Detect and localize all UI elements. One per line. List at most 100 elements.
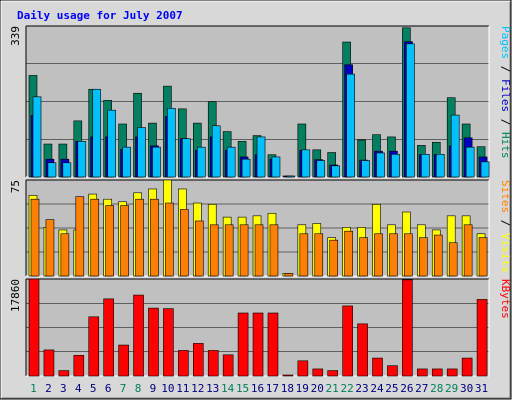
ymax-label-visits: 75 [9,180,22,193]
day-label-27: 27 [415,382,428,395]
visits-bar-sites-day-7 [120,205,129,277]
kbytes-bar-kbytes-day-18 [282,374,294,377]
visits-bar-sites-day-1 [30,198,40,277]
visits-bar-sites-day-25 [389,233,398,277]
legend-item: KBytes [499,279,512,319]
day-label-16: 16 [251,382,264,395]
visits-bar-sites-day-30 [463,224,473,277]
hits-bar-pages-day-20 [316,160,326,178]
panel-kbytes: 17860 KBytes [9,278,512,377]
day-label-29: 29 [445,382,458,395]
visits-bar-sites-day-22 [344,230,353,277]
kbytes-bar-kbytes-day-17 [267,312,279,377]
kbytes-bar-kbytes-day-31 [476,299,488,377]
visits-bar-sites-day-23 [359,237,368,277]
day-label-22: 22 [340,382,353,395]
hits-bar-pages-day-19 [301,149,311,178]
visits-bar-sites-day-18 [284,273,294,277]
kbytes-bar-kbytes-day-8 [133,294,144,377]
kbytes-bar-kbytes-day-12 [192,343,204,377]
kbytes-bar-kbytes-day-29 [446,368,458,377]
panel-hits: 339 Pages / Files / Hits [9,25,512,178]
hits-bar-pages-day-17 [271,156,281,178]
visits-bar-sites-day-15 [239,224,249,277]
visits-bar-sites-day-4 [75,196,85,277]
hits-bar-pages-day-13 [211,125,221,178]
visits-bar-sites-day-9 [150,198,159,277]
hits-bar-pages-day-24 [376,152,385,178]
legend-item: Visits [499,233,512,273]
hits-bar-pages-day-1 [32,96,42,178]
ymax-label-kbytes: 17860 [9,279,22,312]
hits-bar-pages-day-10 [167,108,176,178]
kbytes-bar-kbytes-day-26 [402,279,413,377]
visits-bar-sites-day-28 [433,234,443,277]
kbytes-bar-kbytes-day-10 [163,308,174,377]
hits-bar-pages-day-11 [182,138,191,178]
hits-bar-pages-day-4 [77,141,87,178]
hits-bar-pages-day-29 [450,114,460,178]
day-label-11: 11 [176,382,189,395]
ymax-label-hits: 339 [9,26,22,46]
visits-bar-sites-day-31 [478,237,488,277]
visits-bar-sites-day-27 [419,237,428,277]
hits-bar-pages-day-22 [346,73,355,178]
hits-bar-pages-day-28 [435,153,445,178]
visits-bar-sites-day-3 [60,233,70,277]
visits-bar-sites-day-20 [314,233,324,277]
day-label-15: 15 [236,382,249,395]
visits-bar-sites-day-12 [194,220,204,277]
kbytes-bar-kbytes-day-23 [357,323,368,377]
visits-bar-sites-day-29 [448,242,458,277]
chart-title: Daily usage for July 2007 [17,9,183,22]
kbytes-bar-kbytes-day-11 [178,350,189,377]
panel-visits: 75 Sites / Visits [9,179,512,277]
day-label-17: 17 [266,382,279,395]
hits-bar-pages-day-7 [122,146,131,178]
kbytes-bar-kbytes-day-22 [342,305,353,377]
day-label-20: 20 [311,382,324,395]
hits-bar-pages-day-25 [391,153,400,178]
legend-item: / [499,213,512,233]
day-label-9: 9 [150,382,157,395]
day-label-14: 14 [221,382,235,395]
hits-bar-pages-day-16 [256,136,266,178]
legend-visits: Sites / Visits [499,180,512,273]
visits-bar-sites-day-21 [329,239,339,277]
kbytes-bar-kbytes-day-4 [73,355,85,377]
legend-hits: Pages / Files / Hits [499,26,512,159]
day-label-13: 13 [206,382,219,395]
day-label-28: 28 [430,382,443,395]
visits-bar-sites-day-2 [45,219,55,277]
day-label-26: 26 [400,382,413,395]
kbytes-bar-kbytes-day-1 [28,278,40,377]
hits-bar-pages-day-9 [152,146,161,178]
kbytes-bar-kbytes-day-2 [43,349,55,377]
visits-bar-sites-day-17 [269,224,279,277]
day-label-12: 12 [191,382,204,395]
kbytes-bar-kbytes-day-14 [222,354,234,377]
legend-kbytes: KBytes [499,279,512,319]
kbytes-bar-kbytes-day-15 [237,312,249,377]
hits-bar-pages-day-6 [107,109,116,178]
hits-bar-pages-day-30 [465,146,475,178]
hits-bar-pages-day-2 [47,162,57,178]
kbytes-bar-kbytes-day-16 [252,312,264,377]
legend-item: / [499,112,512,132]
day-label-19: 19 [296,382,309,395]
kbytes-bar-kbytes-day-3 [58,370,70,377]
visits-bar-sites-day-19 [299,233,309,277]
visits-bar-sites-day-5 [90,198,100,277]
kbytes-bar-kbytes-day-28 [431,368,443,377]
day-label-5: 5 [90,382,97,395]
visits-bar-sites-day-8 [135,198,144,277]
visits-bar-sites-day-26 [404,233,413,277]
legend-item: / [499,59,512,79]
visits-bar-sites-day-24 [374,233,383,277]
day-label-10: 10 [161,382,174,395]
day-label-7: 7 [120,382,127,395]
hits-bar-pages-day-21 [331,165,341,178]
kbytes-bar-kbytes-day-21 [327,370,339,377]
kbytes-bar-kbytes-day-30 [461,357,473,377]
day-label-8: 8 [135,382,142,395]
